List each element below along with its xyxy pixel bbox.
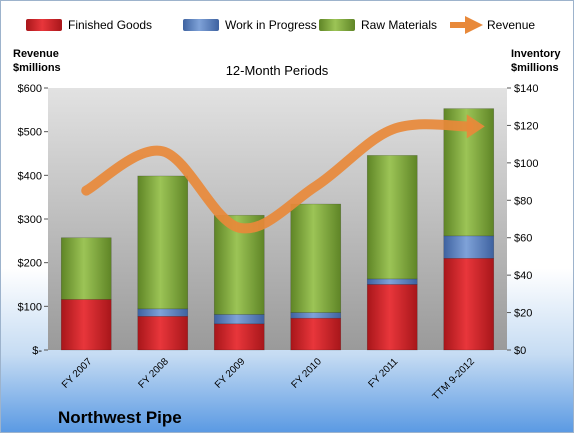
left-axis-title-line1: Revenue [13,48,59,60]
company-name: Northwest Pipe [58,408,182,427]
left-axis-ticks: $- $100 $200 $300 $400 $500 $600 [18,83,48,357]
revenue-line-arrowhead [466,114,485,139]
legend-label-raw-materials: Raw Materials [361,18,437,32]
chart-subtitle: 12-Month Periods [226,63,329,78]
bar-raw-materials [137,175,189,310]
legend-label-finished-goods: Finished Goods [68,18,152,32]
x-axis-ticks: FY 2007 FY 2008 FY 2009 FY 2010 FY 2011 TTM 9… [60,356,477,403]
bar-work-in-progress [290,312,342,319]
bar-raw-materials [290,203,342,313]
bar-raw-materials [366,155,418,280]
bar-work-in-progress [213,314,265,325]
right-axis-tick-label: $100 [514,158,538,170]
bar-finished-goods [443,257,495,351]
legend-swatch-raw-materials [319,19,355,31]
revenue-line-layer [81,114,485,234]
right-axis-tick-label: $20 [514,308,532,320]
bar-work-in-progress [137,308,189,317]
legend-label-work-in-progress: Work in Progress [225,18,317,32]
x-axis-tick-label: FY 2011 [367,356,401,390]
x-axis-tick-label: FY 2007 [60,356,95,391]
x-axis-tick-label: FY 2010 [289,356,324,391]
bar-finished-goods [137,316,189,351]
x-axis-tick-label: FY 2009 [213,356,248,391]
left-axis-tick-label: $400 [18,170,42,182]
bars [60,108,495,351]
bar-work-in-progress [443,235,495,259]
legend-swatch-work-in-progress [183,19,219,31]
right-axis-tick-label: $0 [514,345,526,357]
right-axis-ticks: $0 $20 $40 $60 $80 $100 $120 $140 [507,83,538,357]
bar-work-in-progress [366,278,418,285]
legend-swatch-revenue [450,16,483,34]
legend-swatch-finished-goods [26,19,62,31]
x-axis-tick-label: FY 2008 [136,356,171,391]
right-axis-tick-label: $60 [514,233,532,245]
left-axis-title-line2: $millions [13,62,61,74]
left-axis-tick-label: $- [32,345,42,357]
legend-label-revenue: Revenue [487,18,535,32]
bar-finished-goods [366,284,418,351]
bar-raw-materials [60,237,112,300]
right-axis-title-line1: Inventory [511,48,561,60]
bar-finished-goods [290,317,342,351]
bar-finished-goods [60,299,112,351]
x-axis-tick-label: TTM 9-2012 [431,356,478,403]
left-axis-tick-label: $100 [18,301,42,313]
right-axis-tick-label: $120 [514,120,538,132]
left-axis-tick-label: $300 [18,214,42,226]
left-axis-tick-label: $600 [18,83,42,95]
legend: Finished Goods Work in Progress Raw Mate… [26,16,535,34]
right-axis-tick-label: $140 [514,83,538,95]
left-axis-tick-label: $500 [18,127,42,139]
right-axis-tick-label: $40 [514,270,532,282]
bar-finished-goods [213,323,265,351]
revenue-line [81,119,474,234]
right-axis-title-line2: $millions [511,62,559,74]
left-axis-tick-label: $200 [18,258,42,270]
right-axis-tick-label: $80 [514,195,532,207]
